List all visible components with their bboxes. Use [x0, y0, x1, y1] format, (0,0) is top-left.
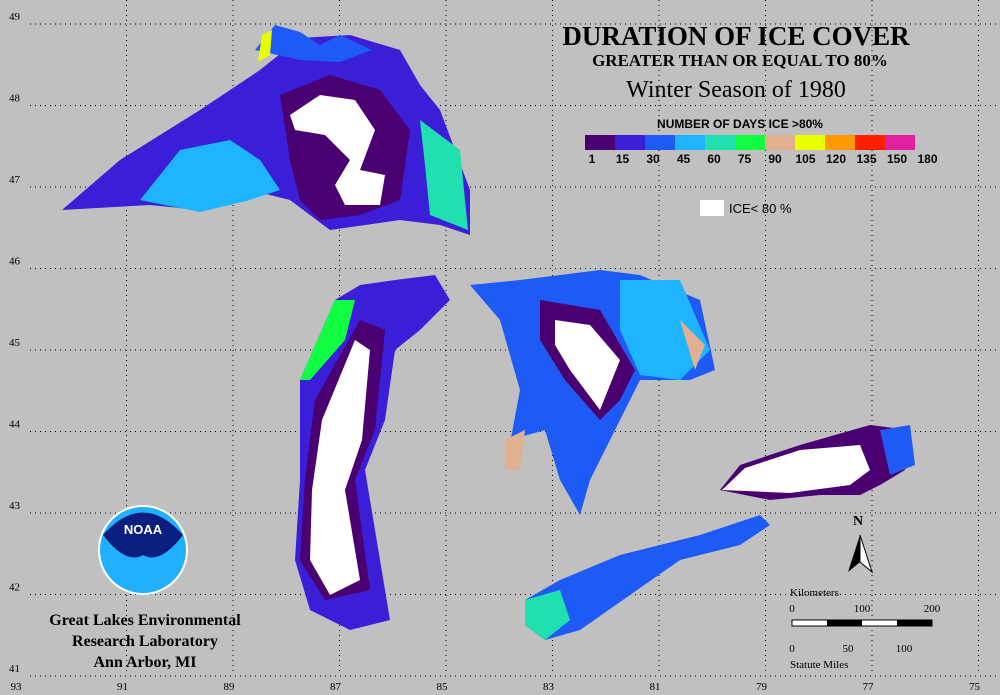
legend-label: 30	[646, 152, 660, 166]
legend-swatch	[645, 135, 675, 150]
organization-line: Great Lakes Environmental	[49, 612, 241, 629]
subtitle: GREATER THAN OR EQUAL TO 80%	[592, 51, 888, 70]
logo-text: NOAA	[124, 522, 163, 537]
longitude-label: 83	[543, 681, 555, 693]
legend-swatch	[675, 135, 705, 150]
legend-label: 60	[707, 152, 721, 166]
title: DURATION OF ICE COVER	[562, 21, 910, 51]
legend-label: 180	[917, 152, 937, 166]
legend-label: 90	[768, 152, 782, 166]
legend-swatch	[705, 135, 735, 150]
legend-swatch	[765, 135, 795, 150]
scale-km-label: 0	[789, 603, 795, 615]
legend-swatch	[585, 135, 615, 150]
legend-label: 105	[795, 152, 815, 166]
season: Winter Season of 1980	[626, 77, 846, 103]
north-arrow	[848, 535, 860, 572]
lake-ontario	[720, 425, 915, 500]
latitude-label: 48	[9, 93, 21, 105]
legend-white-swatch	[700, 200, 724, 216]
legend-label: 1	[589, 152, 596, 166]
scale-mi-title: Statute Miles	[790, 659, 848, 671]
scale-mi-label: 50	[843, 643, 855, 655]
lake-superior	[62, 25, 470, 235]
latitude-label: 43	[9, 500, 21, 512]
latitude-label: 47	[9, 174, 21, 186]
longitude-label: 81	[650, 681, 661, 693]
longitude-label: 77	[863, 681, 875, 693]
scale-km-title: Kilometers	[790, 587, 839, 599]
legend-label: 120	[826, 152, 846, 166]
legend-white-label: ICE< 80 %	[729, 201, 792, 216]
longitude-label: 79	[756, 681, 768, 693]
legend-label: 45	[677, 152, 691, 166]
longitude-label: 91	[117, 681, 128, 693]
legend-swatch	[885, 135, 915, 150]
legend-label: 150	[887, 152, 907, 166]
latitude-label: 49	[9, 11, 21, 23]
organization-line: Research Laboratory	[72, 633, 218, 650]
legend-label: 135	[856, 152, 876, 166]
scale-km-label: 200	[924, 603, 941, 615]
noaa-logo: NOAA	[98, 505, 188, 595]
latitude-label: 42	[9, 582, 20, 594]
north-label: N	[853, 514, 863, 529]
longitude-label: 75	[969, 681, 981, 693]
latitude-label: 44	[9, 419, 21, 431]
scale-mi-label: 100	[896, 643, 913, 655]
longitude-label: 85	[437, 681, 449, 693]
longitude-label: 87	[330, 681, 342, 693]
legend-swatch	[825, 135, 855, 150]
organization-line: Ann Arbor, MI	[94, 654, 197, 671]
scale-bar: 0 100 200 0 50 100	[789, 603, 941, 655]
latitude-label: 41	[9, 663, 20, 675]
lake-huron	[470, 270, 715, 515]
legend-label: 15	[616, 152, 630, 166]
legend-title: NUMBER OF DAYS ICE >80%	[657, 117, 823, 131]
latitude-label: 45	[9, 337, 21, 349]
legend-label: 75	[738, 152, 752, 166]
latitude-label: 46	[9, 256, 21, 268]
scale-mi-label: 0	[789, 643, 795, 655]
north-arrow	[859, 534, 874, 574]
longitude-label: 89	[224, 681, 236, 693]
scale-km-label: 100	[854, 603, 871, 615]
lake-michigan	[295, 275, 450, 630]
legend: 1 15 30 45 60 75 90 105 120 135 150 180	[585, 135, 938, 166]
lake-erie	[525, 515, 770, 640]
legend-swatch	[795, 135, 825, 150]
legend-swatch	[615, 135, 645, 150]
legend-swatch	[855, 135, 885, 150]
legend-swatch	[735, 135, 765, 150]
organization: Great Lakes Environmental Research Labora…	[49, 612, 241, 671]
longitude-label: 93	[11, 681, 23, 693]
